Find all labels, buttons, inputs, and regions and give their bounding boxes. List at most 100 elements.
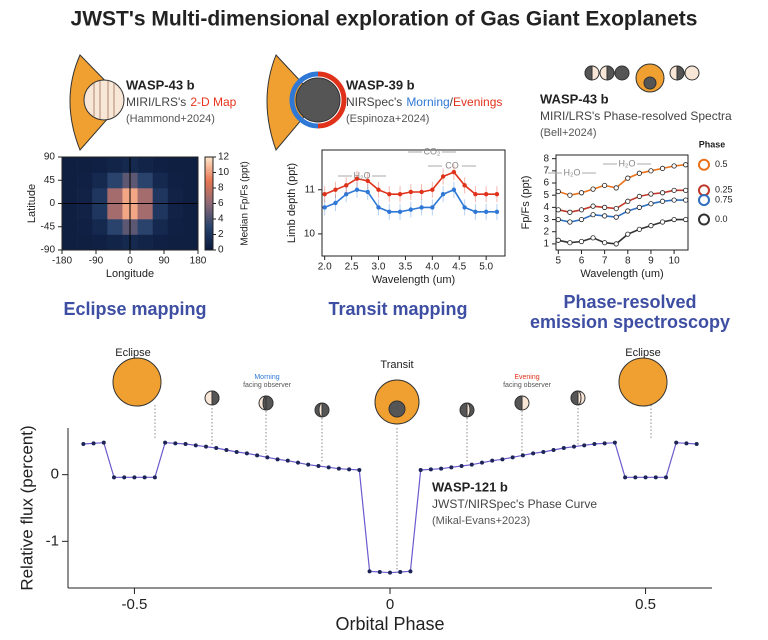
colorbar-tick-label: 2 <box>218 229 224 240</box>
colorbar-segment <box>205 168 213 172</box>
annotation: H₂O <box>619 158 636 168</box>
data-point <box>244 451 249 456</box>
data-point <box>322 191 327 197</box>
y-axis-label: Latitude <box>26 184 38 223</box>
phase-label: facing observer <box>243 382 292 389</box>
colorbar-segment <box>205 173 213 177</box>
heat-cell <box>167 203 184 220</box>
panel-title: WASP-43 b <box>126 77 195 92</box>
data-point <box>490 458 495 463</box>
data-point <box>316 464 321 468</box>
data-point <box>122 475 127 480</box>
data-point <box>648 168 654 174</box>
data-point <box>326 465 331 470</box>
annotation: CO₂ <box>424 146 442 156</box>
data-point <box>674 440 679 445</box>
y-axis-label: Limb depth (ppt) <box>286 163 298 243</box>
data-point <box>684 441 689 446</box>
panel-citation: (Bell+2024) <box>540 127 597 139</box>
data-point <box>462 205 467 210</box>
colorbar-segment <box>205 196 213 200</box>
phase-label: Eclipse <box>625 347 660 359</box>
colorbar-segment <box>205 212 213 216</box>
plot-frame <box>555 154 689 251</box>
x-tick-label: 180 <box>190 256 207 267</box>
data-point <box>365 178 370 184</box>
y-tick-label: 45 <box>44 175 56 186</box>
data-point <box>659 219 666 225</box>
colorbar-tick-label: 4 <box>218 214 224 225</box>
data-point <box>398 570 403 574</box>
panel-subtitle: MIRI/LRS's Phase-resolved Spectra <box>540 109 732 123</box>
data-point <box>648 191 654 197</box>
data-point <box>365 189 370 195</box>
data-point <box>623 475 628 480</box>
data-point <box>578 238 585 245</box>
heat-cell <box>77 234 93 251</box>
data-point <box>659 165 666 171</box>
data-point <box>408 207 414 212</box>
colorbar-segment <box>205 215 213 218</box>
data-point <box>592 442 597 446</box>
data-point <box>408 189 414 195</box>
data-point <box>112 475 116 480</box>
phase-label: Transit <box>380 359 413 371</box>
data-point <box>376 205 381 210</box>
heat-cell <box>182 172 199 189</box>
data-point <box>193 443 198 448</box>
colorbar-segment <box>205 222 213 225</box>
data-point <box>418 468 423 472</box>
data-point <box>439 466 444 471</box>
heat-cell <box>167 234 184 251</box>
data-point <box>483 191 489 197</box>
data-point <box>643 475 648 480</box>
heat-cell <box>107 234 123 251</box>
panel-title: WASP-121 b <box>432 479 508 494</box>
data-point <box>671 216 677 223</box>
y-tick-label: 0 <box>49 198 55 209</box>
colorbar-label: Median Fp/Fs (ppt) <box>240 161 251 245</box>
data-point <box>397 191 403 197</box>
data-point <box>419 189 424 195</box>
heat-cell <box>152 157 169 173</box>
colorbar-segment <box>205 184 213 188</box>
colorbar-segment <box>205 217 213 221</box>
panel-citation: (Espinoza+2024) <box>346 113 429 125</box>
y-tick-label: 2 <box>543 226 549 237</box>
colorbar-tick-label: 0 <box>218 245 224 256</box>
x-tick-label: -180 <box>52 256 72 267</box>
colorbar-segment <box>205 238 213 242</box>
x-tick-label: 0.5 <box>635 596 656 613</box>
data-point <box>255 453 260 458</box>
data-point <box>683 216 689 223</box>
heat-cell <box>107 219 123 235</box>
legend-swatch <box>698 184 710 197</box>
heat-cell <box>77 219 93 235</box>
data-point <box>306 462 311 467</box>
data-point <box>428 467 433 472</box>
data-point <box>91 441 96 446</box>
legend-title: Phase <box>699 139 726 149</box>
data-point <box>132 475 137 480</box>
x-tick-label: 10 <box>669 256 681 267</box>
data-point <box>367 569 372 574</box>
data-point <box>419 205 424 210</box>
heat-cell <box>167 172 184 189</box>
data-point <box>659 190 666 196</box>
data-point <box>451 187 457 192</box>
figure-title: JWST's Multi-dimensional exploration of … <box>71 8 698 31</box>
heat-cell <box>92 172 108 189</box>
y-tick-label: -90 <box>41 245 56 256</box>
data-point <box>510 455 515 460</box>
data-point <box>636 193 642 200</box>
heat-cell <box>167 157 184 173</box>
heat-cell <box>77 203 93 220</box>
data-point <box>333 200 338 206</box>
colorbar-segment <box>205 208 213 211</box>
panel-subtitle: JWST/NIRSpec's Phase Curve <box>432 497 597 511</box>
x-tick-label: 2.5 <box>345 262 359 273</box>
icon-wasp43-map <box>69 54 125 151</box>
data-point <box>648 201 654 207</box>
x-axis-label: Longitude <box>106 268 154 280</box>
heat-cell <box>107 203 123 220</box>
